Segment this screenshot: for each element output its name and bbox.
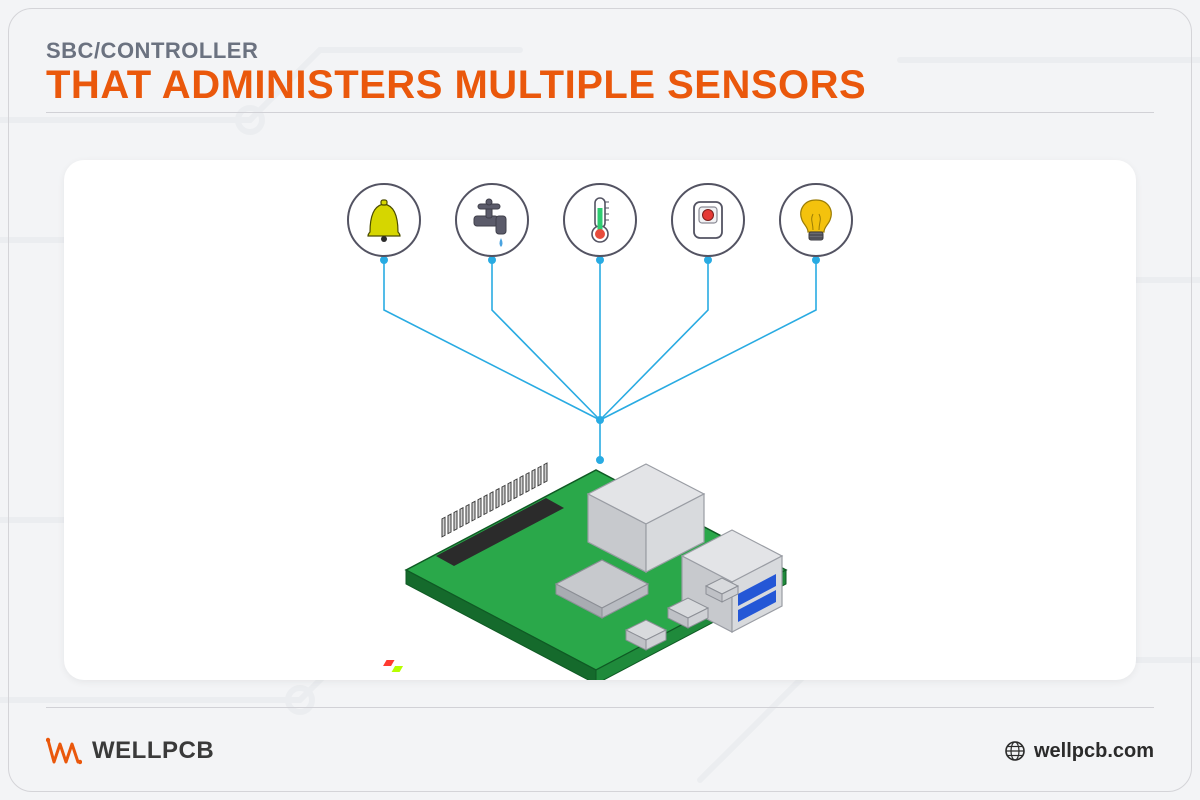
sensor-icons [348, 184, 852, 256]
sensor-thermometer [564, 184, 636, 256]
connection-lines [381, 257, 819, 463]
brand-logo: WELLPCB [46, 736, 214, 766]
diagram-svg [64, 160, 1136, 680]
globe-icon [1004, 740, 1026, 762]
sensor-bulb [780, 184, 852, 256]
header-subtitle: SBC/CONTROLLER [46, 38, 1154, 64]
sensor-switch [672, 184, 744, 256]
header-rule [46, 112, 1154, 113]
sensor-bell [348, 184, 420, 256]
brand-name: WELLPCB [92, 737, 214, 765]
diagram-panel [64, 160, 1136, 680]
website: wellpcb.com [1004, 740, 1154, 763]
wellpcb-logo-icon [46, 736, 82, 766]
status-leds [383, 660, 403, 672]
website-text: wellpcb.com [1034, 740, 1154, 763]
sensor-faucet [456, 184, 528, 256]
sbc-board [383, 463, 786, 680]
footer: WELLPCB wellpcb.com [46, 736, 1154, 766]
header: SBC/CONTROLLER THAT ADMINISTERS MULTIPLE… [46, 38, 1154, 113]
header-title: THAT ADMINISTERS MULTIPLE SENSORS [46, 64, 1154, 106]
footer-rule [46, 707, 1154, 708]
